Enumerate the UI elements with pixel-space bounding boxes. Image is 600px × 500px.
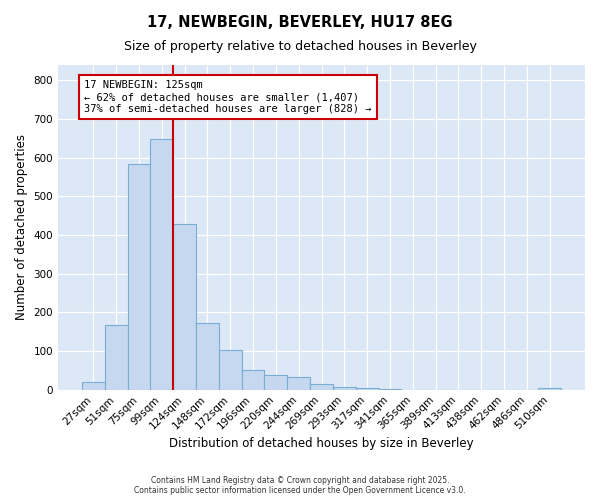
Text: 17 NEWBEGIN: 125sqm
← 62% of detached houses are smaller (1,407)
37% of semi-det: 17 NEWBEGIN: 125sqm ← 62% of detached ho… xyxy=(84,80,372,114)
Bar xyxy=(242,370,265,390)
Bar xyxy=(151,139,173,390)
Bar xyxy=(538,388,561,390)
Text: Contains HM Land Registry data © Crown copyright and database right 2025.
Contai: Contains HM Land Registry data © Crown c… xyxy=(134,476,466,495)
Bar xyxy=(128,164,151,390)
Bar xyxy=(356,388,379,390)
Bar xyxy=(310,384,333,390)
Bar xyxy=(196,323,219,390)
Text: 17, NEWBEGIN, BEVERLEY, HU17 8EG: 17, NEWBEGIN, BEVERLEY, HU17 8EG xyxy=(147,15,453,30)
Bar xyxy=(333,386,356,390)
Bar xyxy=(265,375,287,390)
X-axis label: Distribution of detached houses by size in Beverley: Distribution of detached houses by size … xyxy=(169,437,474,450)
Y-axis label: Number of detached properties: Number of detached properties xyxy=(15,134,28,320)
Text: Size of property relative to detached houses in Beverley: Size of property relative to detached ho… xyxy=(124,40,476,53)
Bar xyxy=(173,224,196,390)
Bar xyxy=(105,325,128,390)
Bar xyxy=(287,378,310,390)
Bar xyxy=(82,382,105,390)
Bar xyxy=(219,350,242,390)
